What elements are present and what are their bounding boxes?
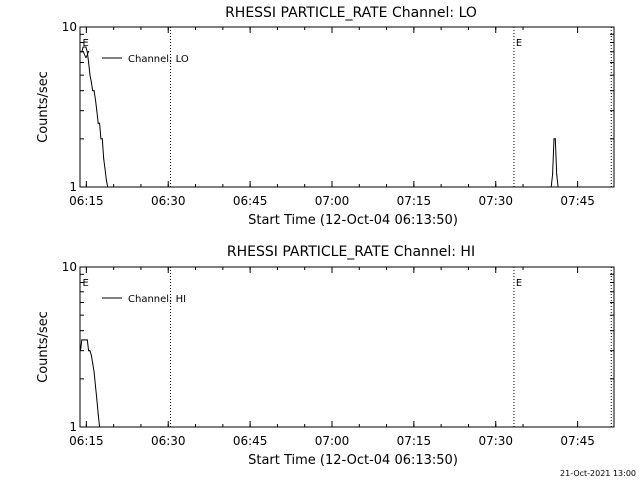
- series-point: [550, 186, 552, 188]
- series-point: [108, 186, 110, 188]
- series-line: [80, 46, 109, 188]
- series-point: [82, 339, 84, 341]
- series-point: [85, 46, 87, 48]
- footer-timestamp: 21-Oct-2021 13:00: [560, 469, 636, 478]
- event-flag-e: E: [516, 278, 522, 289]
- series-point: [79, 350, 81, 352]
- x-axis-label: Start Time (12-Oct-04 06:13:50): [248, 453, 458, 468]
- series-point: [100, 138, 102, 140]
- legend-label: Channel: LO: [128, 54, 189, 65]
- series-point: [552, 173, 554, 175]
- x-tick-label: 06:15: [69, 434, 104, 448]
- series-point: [94, 99, 96, 101]
- x-tick-label: 06:30: [151, 434, 186, 448]
- chart-title: RHESSI PARTICLE_RATE Channel: LO: [225, 5, 477, 21]
- series-point: [97, 122, 99, 124]
- x-tick-label: 06:30: [151, 194, 186, 208]
- hi-channel-panel: RHESSI PARTICLE_RATE Channel: HI 06:15 06:…: [36, 244, 615, 468]
- lo-channel-panel: RHESSI PARTICLE_RATE Channel: LO 06:15 06:…: [36, 5, 615, 228]
- series-point: [86, 339, 88, 341]
- event-flag-v: V: [82, 50, 89, 61]
- series-point: [82, 46, 84, 48]
- series-point: [88, 350, 90, 352]
- x-tick-label: 06:15: [69, 194, 104, 208]
- series-point: [84, 339, 86, 341]
- series-point: [89, 350, 91, 352]
- series-point: [104, 168, 106, 170]
- x-tick-label: 07:45: [560, 434, 595, 448]
- series-point: [86, 51, 88, 53]
- x-tick-label: 07:30: [478, 434, 513, 448]
- series-point: [553, 138, 555, 140]
- series-point: [557, 186, 559, 188]
- legend-label: Channel: HI: [128, 294, 186, 305]
- series-line: [550, 138, 559, 188]
- event-flag-e: E: [82, 278, 88, 289]
- series-point: [99, 122, 101, 124]
- x-tick-label: 07:00: [315, 434, 350, 448]
- series-point: [93, 90, 95, 92]
- x-tick-label: 07:45: [560, 194, 595, 208]
- series-point: [89, 74, 91, 76]
- series-point: [556, 173, 558, 175]
- y-axis-label: Counts/sec: [36, 311, 51, 383]
- x-tick-label: 07:30: [478, 194, 513, 208]
- series-point: [85, 339, 87, 341]
- event-flag-e: E: [516, 38, 522, 49]
- y-axis-label: Counts/sec: [36, 71, 51, 143]
- series-point: [103, 158, 105, 160]
- chart-title: RHESSI PARTICLE_RATE Channel: HI: [227, 244, 475, 260]
- x-tick-label: 07:00: [315, 194, 350, 208]
- x-axis-label: Start Time (12-Oct-04 06:13:50): [248, 213, 458, 228]
- series-point: [97, 413, 99, 415]
- x-tick-label: 06:45: [233, 434, 268, 448]
- series-point: [88, 61, 90, 63]
- series-point: [90, 81, 92, 83]
- event-flag-e: E: [82, 38, 88, 49]
- series-point: [84, 46, 86, 48]
- series-point: [81, 339, 83, 341]
- series-point: [90, 354, 92, 356]
- x-tick-label: 07:15: [397, 194, 432, 208]
- series-point: [92, 90, 94, 92]
- series-point: [81, 51, 83, 53]
- x-tick-label: 06:45: [233, 194, 268, 208]
- y-tick-label: 10: [62, 20, 77, 34]
- series-point: [101, 138, 103, 140]
- series-point: [107, 186, 109, 188]
- series-point: [92, 362, 94, 364]
- y-tick-label: 1: [69, 180, 77, 194]
- series-point: [105, 179, 107, 181]
- plot-frame: [79, 266, 615, 428]
- series-point: [96, 110, 98, 112]
- series-point: [94, 385, 96, 387]
- series-point: [79, 51, 81, 53]
- y-tick-label: 10: [62, 260, 77, 274]
- series-point: [96, 398, 98, 400]
- plot-frame: [79, 26, 615, 188]
- y-tick-label: 1: [69, 420, 77, 434]
- x-tick-label: 07:15: [397, 434, 432, 448]
- series-point: [93, 371, 95, 373]
- series-point: [99, 426, 101, 428]
- series-line: [80, 339, 101, 428]
- series-point: [554, 138, 556, 140]
